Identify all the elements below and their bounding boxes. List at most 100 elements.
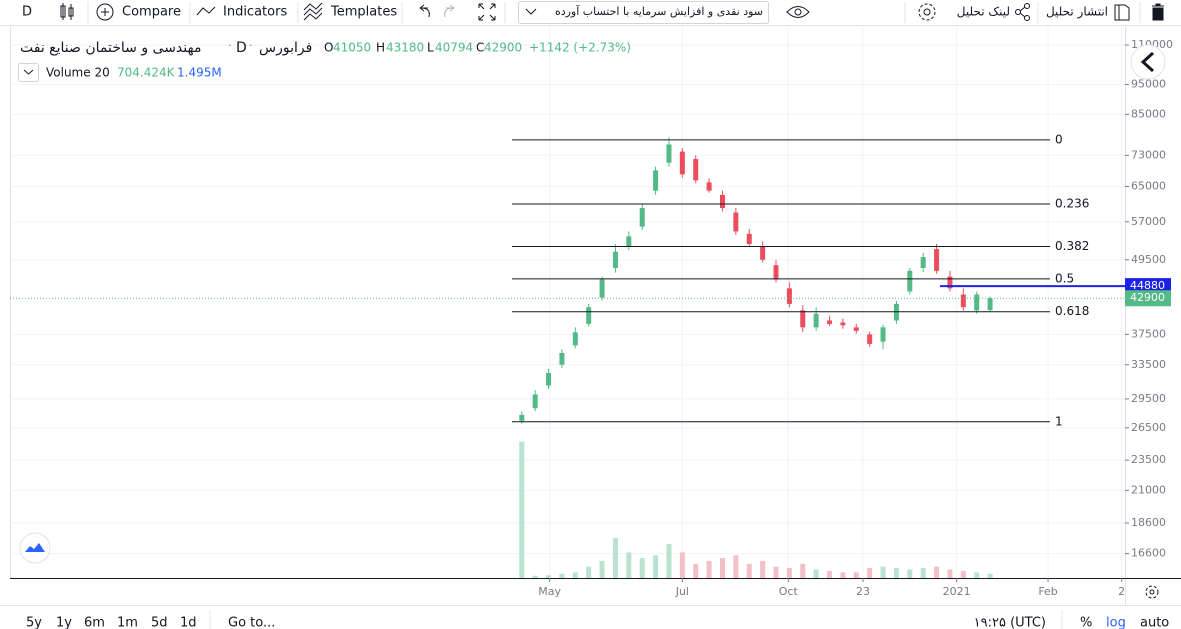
volume-bar [639,558,645,578]
volume-bar [719,558,725,578]
volume-name: Volume 20 [46,66,110,80]
axis-settings-icon[interactable] [1145,585,1159,599]
range-button[interactable]: 5d [151,616,168,629]
volume-bar [666,543,672,578]
volume-bar [679,552,685,578]
share-link-button[interactable]: لینک تحلیل [957,5,1010,19]
y-tick-label: 85000 [1131,107,1166,120]
y-tick-label: 95000 [1131,77,1166,90]
candle-body [987,298,993,311]
volume-bar [519,441,525,578]
x-tick-label: Jul [675,585,689,598]
y-tick-label: 29500 [1131,392,1166,405]
candle-body [599,279,605,298]
undo-icon[interactable] [419,4,430,18]
candle-body [880,327,886,342]
compare-button[interactable]: Compare [122,5,181,20]
templates-button[interactable]: Templates [330,5,397,20]
volume-bar [532,575,538,578]
publish-icon[interactable] [1114,4,1130,21]
candle-body [800,310,806,328]
percent-button[interactable]: % [1080,616,1092,629]
volume-bar [960,570,966,578]
candle-body [867,334,873,344]
collapse-button[interactable] [18,63,39,82]
compare-icon[interactable] [96,3,114,21]
delete-icon[interactable] [1152,3,1164,21]
volume-bar [733,555,739,578]
auto-button[interactable]: auto [1140,616,1169,629]
candle-body [853,327,859,331]
high-value: 43180 [386,41,424,55]
back-button[interactable] [1130,44,1166,80]
x-tick-label: 23 [856,585,870,598]
collapse-chevron [23,69,34,75]
volume-bar [773,566,779,578]
fullscreen-icon[interactable] [478,3,496,21]
adjustment-text: سود نقدی و افزایش سرمایه با احتساب آورده [555,4,763,18]
candle-body [666,144,672,163]
volume-bar [813,569,819,578]
candle-body [532,394,538,409]
price-label-box [1125,278,1171,295]
logo-button[interactable] [19,532,51,564]
volume-bar [746,563,752,578]
y-tick-label: 26500 [1131,421,1166,434]
volume-bar [599,560,605,578]
redo-icon[interactable] [444,4,455,18]
legend: مهندسی و ساختمان صنایع نفت · D · فرابورس… [18,39,631,82]
fib-label: 0.5 [1055,271,1074,285]
x-tick-label: 2021 [943,585,971,598]
candle-body [626,236,632,247]
volume-bar [920,568,926,578]
chart-style-icon[interactable] [60,3,74,20]
eye-icon[interactable] [786,6,810,18]
y-tick-label: 49500 [1131,253,1166,266]
share-icon[interactable] [1015,3,1030,21]
fib-label: 0 [1055,132,1063,146]
last-price-box [1125,290,1171,307]
range-button[interactable]: 1m [117,616,138,629]
settings-icon[interactable] [918,3,936,21]
x-tick-label: Oct [779,585,799,598]
goto-button[interactable]: Go to... [228,616,275,629]
publish-button[interactable]: انتشار تحلیل [1046,5,1108,20]
log-button[interactable]: log [1106,616,1126,629]
indicators-icon[interactable] [196,6,216,16]
price-label: 44880 [1130,279,1165,292]
y-tick-label: 73000 [1131,148,1166,161]
range-button[interactable]: 6m [84,616,105,629]
templates-icon[interactable] [303,2,323,21]
close-value: 42900 [484,41,522,55]
y-tick-label: 33500 [1131,358,1166,371]
adjustment-dropdown[interactable] [518,1,769,24]
x-tick-label: May [538,585,561,598]
legend-interval: D [236,40,247,56]
low-value: 40794 [435,41,473,55]
candle-body [960,294,966,308]
range-button[interactable]: 5y [26,616,42,629]
fib-label: 0.382 [1055,239,1089,253]
candle-body [760,246,766,260]
y-tick-label: 21000 [1131,483,1166,496]
close-label: C [476,41,484,55]
x-tick-label: Feb [1038,585,1057,598]
volume-bar [653,555,659,578]
y-tick-label: 18600 [1131,516,1166,529]
volume-bar [546,575,552,578]
volume-bar [572,572,578,578]
candle-body [679,151,685,175]
indicators-button[interactable]: Indicators [223,5,287,20]
range-button[interactable]: 1d [180,616,197,629]
candle-body [706,182,712,191]
volume-bar [853,572,859,578]
volume-bar [974,572,980,578]
range-button[interactable]: 1y [56,616,72,629]
separator-dot: · [249,39,253,52]
x-tick-label: 2 [1118,585,1125,598]
candle-body [519,414,525,421]
volume-bar [559,573,565,578]
time-zone[interactable]: ۱۹:۲۵ (UTC) [974,616,1046,629]
interval-button[interactable]: D [22,5,32,20]
